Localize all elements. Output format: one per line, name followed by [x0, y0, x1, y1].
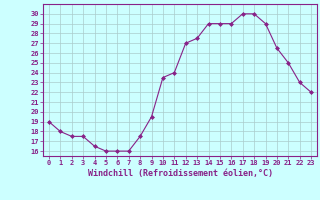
X-axis label: Windchill (Refroidissement éolien,°C): Windchill (Refroidissement éolien,°C)	[87, 169, 273, 178]
